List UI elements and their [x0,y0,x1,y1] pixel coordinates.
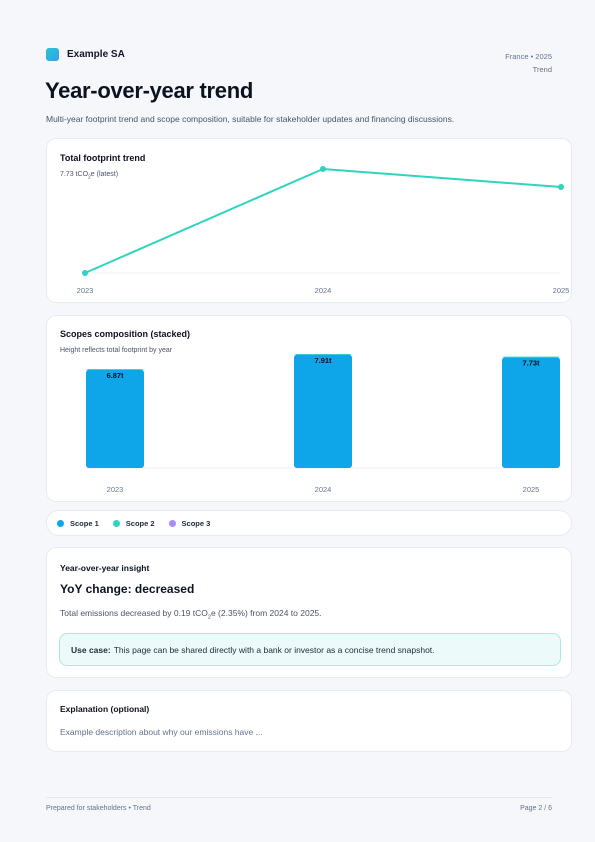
bar-x-tick-2024: 2024 [315,485,332,494]
trend-card: Total footprint trend 7.73 tCO2e (latest… [46,138,572,303]
bar-scope-1-2025 [502,357,560,468]
bar-scope-1-2023 [86,369,144,468]
trend-point-2025 [558,184,564,190]
scopes-card-title: Scopes composition (stacked) [60,329,191,339]
bar-x-tick-2025: 2025 [523,485,540,494]
explanation-title: Explanation (optional) [60,704,150,714]
trend-x-tick-2023: 2023 [77,286,94,295]
bar-total-label-2023: 6.87t [106,371,124,380]
explanation-card: Explanation (optional) Example descripti… [46,690,572,752]
use-case-label: Use case: [71,644,111,655]
bar-total-label-2024: 7.91t [314,356,332,365]
footer-note: Prepared for stakeholders • Trend [46,805,151,812]
legend-label: Scope 3 [181,518,211,528]
scopes-legend: Scope 1 Scope 2 Scope 3 [46,510,572,536]
footer-divider [46,797,552,798]
bar-x-tick-2023: 2023 [107,485,124,494]
legend-dot [168,519,176,527]
company-name: Example SA [67,49,125,60]
legend-dot [112,519,120,527]
company-logo [46,48,59,61]
bar-scope-1-2024 [294,354,352,468]
yoy-change: YoY change: decreased [60,582,195,596]
legend-label: Scope 1 [70,518,99,528]
use-case-text: This page can be shared directly with a … [113,644,435,655]
trend-x-tick-2024: 2024 [315,286,332,295]
page-title: Year-over-year trend [45,78,253,103]
latest-total: 7.73 tCO2e (latest) [60,171,119,181]
bar-scope-2-2023 [86,368,144,370]
trend-x-tick-2025: 2025 [553,286,570,295]
meta-section: Trend [532,65,552,74]
report-meta: France • 2025 Trend [505,50,552,76]
insight-summary: Total emissions decreased by 0.19 tCO2e … [60,608,322,621]
legend-label: Scope 2 [125,518,155,528]
insight-heading: Year-over-year insight [60,563,150,573]
bar-scope-2-2024 [294,354,352,355]
scopes-stacked-bar-chart: 6.87t 2023 7.91t 2024 7.73t 2025 [86,354,561,494]
trend-line-chart: 2023 2024 2025 [77,166,570,295]
trend-point-2023 [82,270,88,276]
trend-card-title: Total footprint trend [60,153,146,163]
use-case-callout: Use case: This page can be shared direct… [59,633,561,666]
legend-item-scope-3: Scope 3 [168,518,211,528]
page-subtitle: Multi-year footprint trend and scope com… [46,114,455,124]
bar-scope-2-2025 [502,356,560,358]
trend-point-2024 [320,166,326,172]
page-number: Page 2 / 6 [520,805,552,812]
legend-dot [57,519,64,527]
scopes-card: Scopes composition (stacked) Height refl… [46,315,572,502]
meta-country-year: France • 2025 [505,52,552,61]
scopes-card-subtitle: Height reflects total footprint by year [60,347,173,354]
explanation-text[interactable]: Example description about why our emissi… [60,727,263,737]
trend-line [84,167,562,274]
insight-card: Year-over-year insight YoY change: decre… [46,547,572,678]
legend-item-scope-2: Scope 2 [112,518,155,528]
legend-item-scope-1: Scope 1 [57,519,99,528]
brand: Example SA [46,48,125,61]
bar-total-label-2025: 7.73t [522,359,540,368]
